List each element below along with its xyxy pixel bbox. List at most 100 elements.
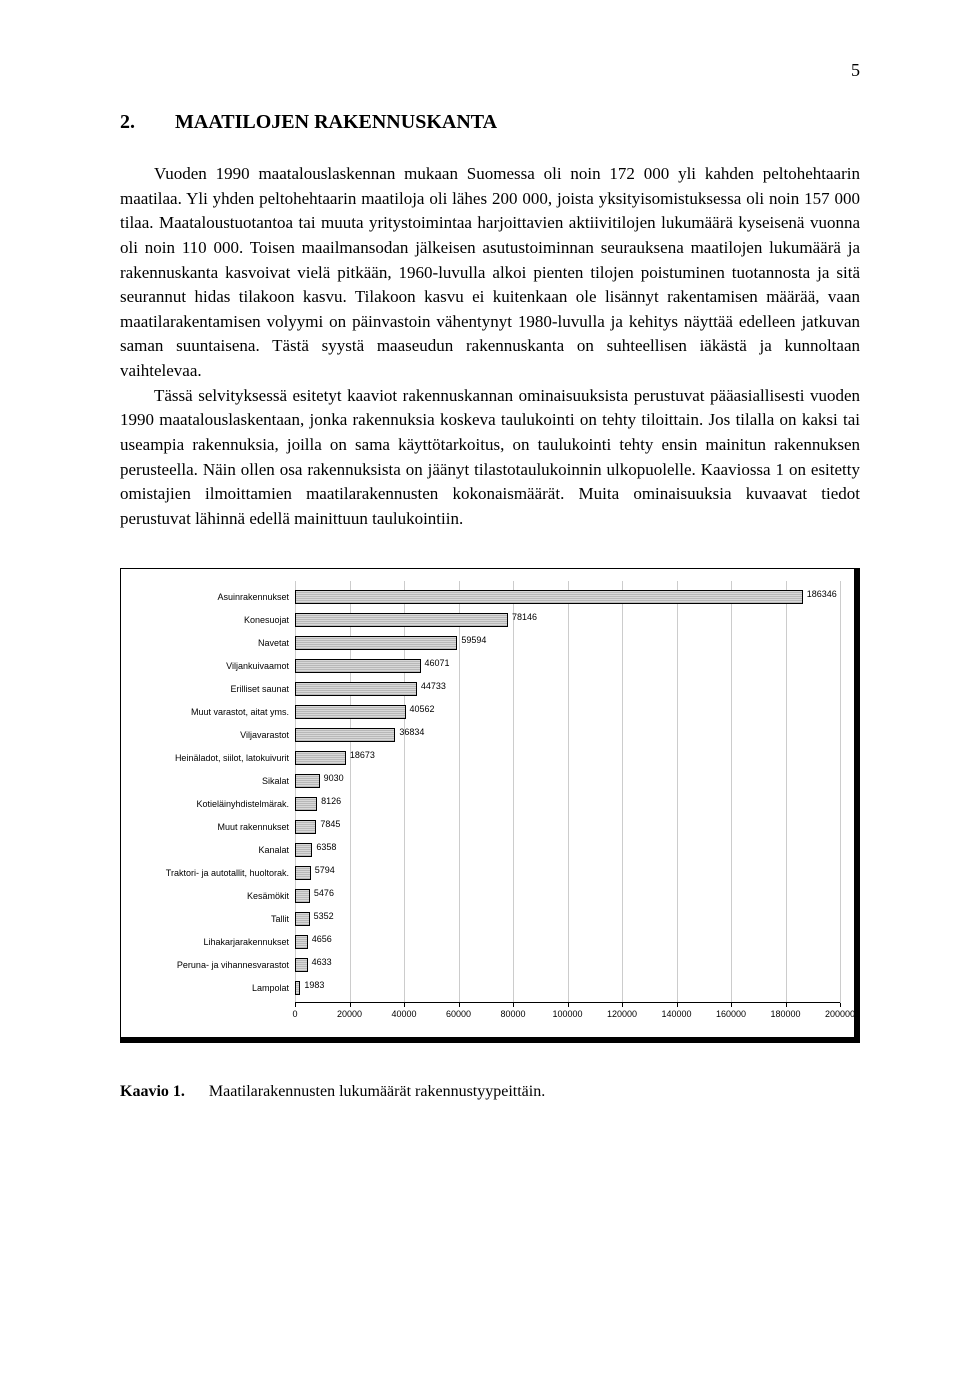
bar-cell: 59594 <box>295 636 840 650</box>
chart-row: Navetat 59594 <box>135 633 840 653</box>
bar-cell: 18673 <box>295 751 840 765</box>
bar-value-label: 46071 <box>425 658 450 668</box>
chart-category-label: Peruna- ja vihannesvarastot <box>135 960 295 970</box>
bar-value-label: 36834 <box>399 727 424 737</box>
bar-cell: 6358 <box>295 843 840 857</box>
chart-category-label: Sikalat <box>135 776 295 786</box>
chart-row: Viljavarastot 36834 <box>135 725 840 745</box>
bar-cell: 46071 <box>295 659 840 673</box>
section-title: MAATILOJEN RAKENNUSKANTA <box>175 111 497 134</box>
x-tick-label: 120000 <box>607 1009 637 1019</box>
bar <box>295 590 803 604</box>
paragraph: Vuoden 1990 maatalouslaskennan mukaan Su… <box>120 162 860 384</box>
chart-category-label: Navetat <box>135 638 295 648</box>
bar <box>295 866 311 880</box>
x-tick-mark <box>786 1003 787 1007</box>
chart-category-label: Viljankuivaamot <box>135 661 295 671</box>
bar-value-label: 40562 <box>410 704 435 714</box>
bar-value-label: 78146 <box>512 612 537 622</box>
bar-cell: 186346 <box>295 590 840 604</box>
x-tick-label: 100000 <box>552 1009 582 1019</box>
x-tick-mark <box>568 1003 569 1007</box>
bar-value-label: 4633 <box>312 957 332 967</box>
x-axis-ticks: 0200004000060000800001000001200001400001… <box>295 1002 840 1027</box>
bar-cell: 5794 <box>295 866 840 880</box>
chart-category-label: Viljavarastot <box>135 730 295 740</box>
bar <box>295 659 421 673</box>
chart-row: Sikalat9030 <box>135 771 840 791</box>
bar <box>295 636 457 650</box>
bar <box>295 912 310 926</box>
bar-cell: 36834 <box>295 728 840 742</box>
caption-label: Kaavio 1. <box>120 1083 185 1101</box>
x-tick-label: 140000 <box>661 1009 691 1019</box>
bar-cell: 4633 <box>295 958 840 972</box>
bar-cell: 1983 <box>295 981 840 995</box>
chart-category-label: Kanalat <box>135 845 295 855</box>
bar-cell: 4656 <box>295 935 840 949</box>
x-tick-mark <box>622 1003 623 1007</box>
chart-row: Tallit 5352 <box>135 909 840 929</box>
chart-row: Kotieläinyhdistelmärak. 8126 <box>135 794 840 814</box>
chart-row: Heinäladot, siilot, latokuivurit 18673 <box>135 748 840 768</box>
bar-value-label: 59594 <box>461 635 486 645</box>
bar <box>295 797 317 811</box>
chart-category-label: Asuinrakennukset <box>135 592 295 602</box>
chart-row: Lihakarjarakennukset4656 <box>135 932 840 952</box>
bar-cell: 40562 <box>295 705 840 719</box>
bar <box>295 889 310 903</box>
bar <box>295 705 406 719</box>
x-tick-label: 20000 <box>337 1009 362 1019</box>
x-axis: 0200004000060000800001000001200001400001… <box>135 1002 840 1027</box>
chart-category-label: Lampolat <box>135 983 295 993</box>
x-tick-mark <box>731 1003 732 1007</box>
section-header: 2. MAATILOJEN RAKENNUSKANTA <box>120 111 860 134</box>
x-tick-mark <box>350 1003 351 1007</box>
bar-cell: 5476 <box>295 889 840 903</box>
chart-row: Kanalat6358 <box>135 840 840 860</box>
x-tick-label: 180000 <box>770 1009 800 1019</box>
chart-caption: Kaavio 1. Maatilarakennusten lukumäärät … <box>120 1083 860 1101</box>
chart-row: Lampolat 1983 <box>135 978 840 998</box>
x-tick-mark <box>295 1003 296 1007</box>
bar <box>295 958 308 972</box>
chart-row: Viljankuivaamot 46071 <box>135 656 840 676</box>
x-tick-mark <box>513 1003 514 1007</box>
bar-chart: Asuinrakennukset186346 Konesuojat 78146 Nav… <box>135 587 840 1027</box>
bar <box>295 820 316 834</box>
chart-container: Asuinrakennukset186346 Konesuojat 78146 Nav… <box>120 568 860 1043</box>
chart-category-label: Lihakarjarakennukset <box>135 937 295 947</box>
bar-value-label: 18673 <box>350 750 375 760</box>
chart-category-label: Heinäladot, siilot, latokuivurit <box>135 753 295 763</box>
bar-cell: 5352 <box>295 912 840 926</box>
chart-category-label: Kotieläinyhdistelmärak. <box>135 799 295 809</box>
bar <box>295 981 300 995</box>
chart-row: Muut varastot, aitat yms.40562 <box>135 702 840 722</box>
chart-row: Asuinrakennukset186346 <box>135 587 840 607</box>
bar <box>295 843 312 857</box>
bar-value-label: 5352 <box>314 911 334 921</box>
chart-row: Konesuojat 78146 <box>135 610 840 630</box>
bar <box>295 728 395 742</box>
chart-category-label: Traktori- ja autotallit, huoltorak. <box>135 868 295 878</box>
chart-category-label: Kesämökit <box>135 891 295 901</box>
section-number: 2. <box>120 111 135 134</box>
bar-value-label: 8126 <box>321 796 341 806</box>
bar-value-label: 1983 <box>304 980 324 990</box>
chart-category-label: Tallit <box>135 914 295 924</box>
document-page: 5 2. MAATILOJEN RAKENNUSKANTA Vuoden 199… <box>0 0 960 1161</box>
chart-category-label: Konesuojat <box>135 615 295 625</box>
bar <box>295 682 417 696</box>
bar-cell: 78146 <box>295 613 840 627</box>
x-tick-label: 40000 <box>391 1009 416 1019</box>
x-tick-mark <box>404 1003 405 1007</box>
x-tick-mark <box>840 1003 841 1007</box>
chart-row: Erilliset saunat44733 <box>135 679 840 699</box>
x-tick-label: 200000 <box>825 1009 855 1019</box>
plot-area: Asuinrakennukset186346 Konesuojat 78146 Nav… <box>135 587 840 998</box>
bar-cell: 44733 <box>295 682 840 696</box>
body-text: Vuoden 1990 maatalouslaskennan mukaan Su… <box>120 162 860 532</box>
chart-category-label: Erilliset saunat <box>135 684 295 694</box>
bar-value-label: 7845 <box>320 819 340 829</box>
chart-row: Muut rakennukset7845 <box>135 817 840 837</box>
